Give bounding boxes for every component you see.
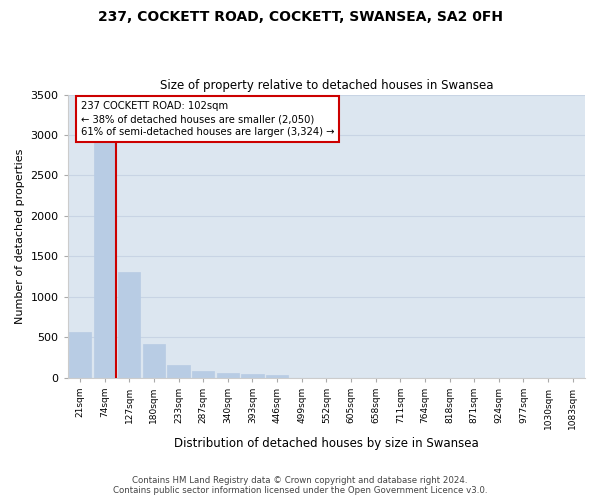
- Bar: [69, 332, 91, 378]
- Bar: [167, 365, 190, 378]
- X-axis label: Distribution of detached houses by size in Swansea: Distribution of detached houses by size …: [174, 437, 479, 450]
- Bar: [94, 142, 116, 378]
- Text: 237 COCKETT ROAD: 102sqm
← 38% of detached houses are smaller (2,050)
61% of sem: 237 COCKETT ROAD: 102sqm ← 38% of detach…: [80, 101, 334, 138]
- Bar: [266, 374, 288, 378]
- Bar: [118, 272, 140, 378]
- Bar: [143, 344, 165, 378]
- Title: Size of property relative to detached houses in Swansea: Size of property relative to detached ho…: [160, 79, 493, 92]
- Y-axis label: Number of detached properties: Number of detached properties: [15, 148, 25, 324]
- Text: 237, COCKETT ROAD, COCKETT, SWANSEA, SA2 0FH: 237, COCKETT ROAD, COCKETT, SWANSEA, SA2…: [97, 10, 503, 24]
- Bar: [217, 373, 239, 378]
- Text: Contains HM Land Registry data © Crown copyright and database right 2024.
Contai: Contains HM Land Registry data © Crown c…: [113, 476, 487, 495]
- Bar: [241, 374, 263, 378]
- Bar: [192, 372, 214, 378]
